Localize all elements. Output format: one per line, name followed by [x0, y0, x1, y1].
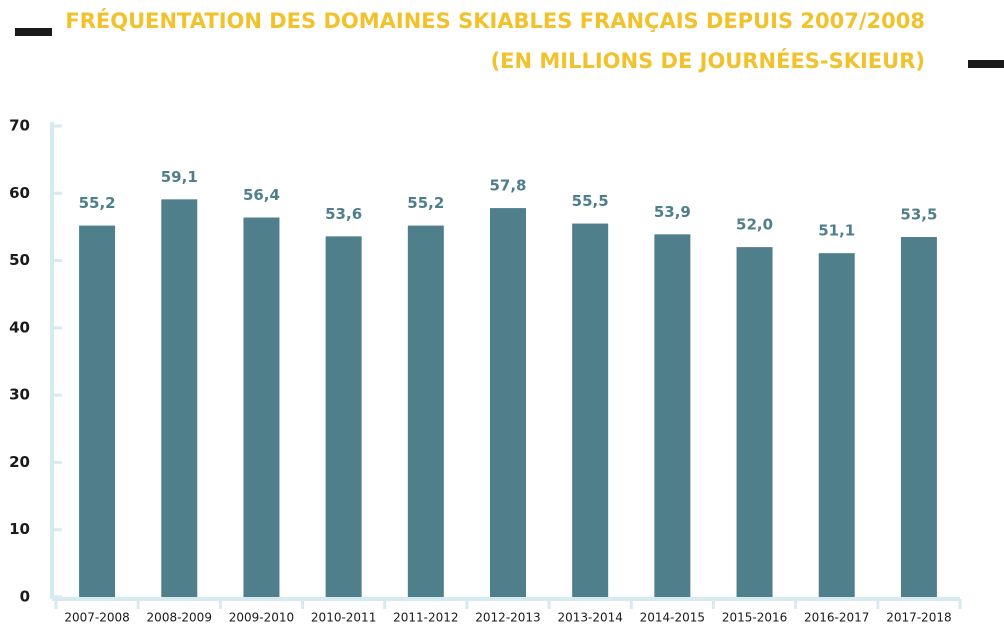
bar — [736, 247, 773, 597]
bar — [490, 208, 526, 598]
x-tick-label: 2013-2014 — [557, 611, 622, 625]
chart-title: FRÉQUENTATION DES DOMAINES SKIABLES FRAN… — [65, 8, 925, 33]
y-tick-label: 10 — [9, 520, 30, 538]
x-tick-label: 2007-2008 — [64, 611, 129, 625]
bar — [572, 223, 609, 598]
x-tick-label: 2017-2018 — [886, 611, 951, 625]
bar — [243, 217, 280, 597]
value-label: 55,5 — [572, 192, 609, 210]
value-label: 55,2 — [79, 194, 116, 212]
value-label: 57,8 — [489, 177, 526, 195]
y-tick-label: 60 — [9, 184, 30, 202]
value-label: 51,1 — [818, 222, 855, 240]
bar — [818, 253, 855, 598]
bar — [654, 234, 691, 597]
value-label: 53,5 — [900, 206, 937, 224]
bar — [900, 237, 937, 597]
y-tick-label: 70 — [9, 117, 30, 135]
value-label: 55,2 — [407, 194, 444, 212]
value-label: 59,1 — [161, 168, 198, 186]
bar — [161, 199, 198, 597]
y-tick-label: 0 — [20, 588, 30, 606]
y-tick-label: 20 — [9, 453, 30, 471]
value-label: 52,0 — [736, 216, 773, 234]
y-tick-label: 40 — [9, 318, 30, 336]
decor-dash — [968, 60, 1004, 68]
x-tick-label: 2015-2016 — [722, 611, 787, 625]
x-tick-label: 2012-2013 — [475, 611, 540, 625]
x-tick-label: 2010-2011 — [311, 611, 376, 625]
y-tick-label: 30 — [9, 386, 30, 404]
value-label: 53,6 — [325, 205, 362, 223]
value-label: 56,4 — [243, 186, 280, 204]
x-tick-label: 2011-2012 — [393, 611, 458, 625]
bar — [407, 225, 444, 597]
bar — [325, 236, 362, 597]
bar — [79, 225, 116, 597]
chart-subtitle: (EN MILLIONS DE JOURNÉES-SKIEUR) — [491, 48, 925, 73]
x-tick-label: 2008-2009 — [147, 611, 212, 625]
y-tick-label: 50 — [9, 251, 30, 269]
x-tick-label: 2016-2017 — [804, 611, 869, 625]
decor-dash — [15, 28, 52, 36]
x-tick-label: 2014-2015 — [640, 611, 705, 625]
x-tick-label: 2009-2010 — [229, 611, 294, 625]
value-label: 53,9 — [654, 203, 691, 221]
